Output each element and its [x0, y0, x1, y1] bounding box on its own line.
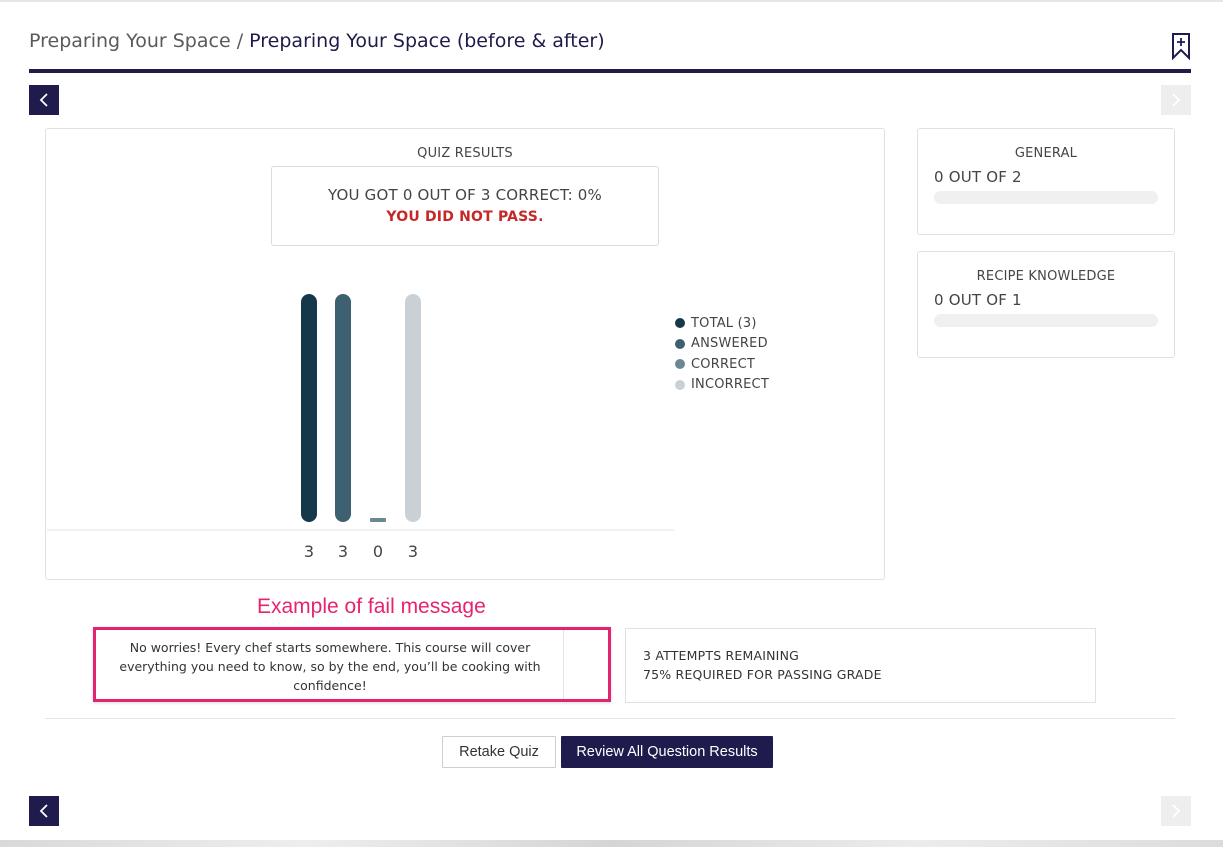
legend-item: CORRECT	[675, 354, 769, 375]
fail-message-box: No worries! Every chef starts somewhere.…	[93, 627, 611, 702]
breadcrumb-separator: /	[236, 30, 244, 52]
score-text: YOU GOT 0 OUT OF 3 CORRECT: 0%	[327, 186, 602, 204]
attempts-info-box: 3 ATTEMPTS REMAINING 75% REQUIRED FOR PA…	[625, 628, 1096, 703]
previous-page-button-bottom[interactable]	[29, 796, 59, 826]
category-card-recipe-knowledge: RECIPE KNOWLEDGE 0 OUT OF 1	[917, 251, 1175, 358]
legend-dot	[675, 318, 685, 329]
chart-bar	[335, 294, 351, 522]
legend-label: CORRECT	[691, 356, 756, 372]
footer-background	[0, 840, 1223, 847]
chart-bar	[301, 294, 317, 522]
review-results-button[interactable]: Review All Question Results	[561, 736, 773, 768]
quiz-results-card: QUIZ RESULTS YOU GOT 0 OUT OF 3 CORRECT:…	[45, 128, 885, 580]
quiz-results-title: QUIZ RESULTS	[417, 146, 513, 161]
legend-dot	[675, 338, 685, 349]
message-divider	[563, 630, 564, 699]
attempts-remaining-text: 3 ATTEMPTS REMAINING	[643, 648, 800, 663]
chart-bar	[405, 294, 421, 522]
category-score: 0 OUT OF 2	[934, 168, 1022, 186]
chart-tick-label: 0	[373, 542, 383, 561]
breadcrumb: Preparing Your Space / Preparing Your Sp…	[29, 28, 605, 54]
legend-label: INCORRECT	[691, 377, 769, 393]
legend-item: INCORRECT	[675, 375, 769, 396]
category-title: GENERAL	[1014, 146, 1078, 161]
chevron-right-icon	[1172, 804, 1181, 818]
legend-item: TOTAL (3)	[675, 313, 769, 334]
chart-tick-label: 3	[304, 542, 314, 561]
chart-bar	[370, 518, 386, 522]
score-summary-box: YOU GOT 0 OUT OF 3 CORRECT: 0% YOU DID N…	[271, 166, 659, 246]
passing-grade-text: 75% REQUIRED FOR PASSING GRADE	[643, 667, 882, 682]
breadcrumb-parent[interactable]: Preparing Your Space	[29, 30, 231, 52]
legend-dot	[675, 379, 685, 390]
quiz-results-chart: 3 3 0 3	[47, 294, 674, 561]
top-border	[0, 0, 1223, 2]
chevron-left-icon	[39, 93, 48, 107]
next-page-button[interactable]	[1161, 85, 1191, 115]
page-header: Preparing Your Space / Preparing Your Sp…	[29, 28, 1191, 72]
chart-tick-label: 3	[338, 542, 348, 561]
next-page-button-bottom[interactable]	[1161, 796, 1191, 826]
annotation-label: Example of fail message	[257, 595, 486, 618]
legend-item: ANSWERED	[675, 334, 769, 355]
chevron-left-icon	[39, 804, 48, 818]
retake-quiz-button[interactable]: Retake Quiz	[442, 736, 556, 768]
legend-dot	[675, 359, 685, 370]
chart-legend: TOTAL (3) ANSWERED CORRECT INCORRECT	[675, 313, 769, 395]
chevron-right-icon	[1172, 93, 1181, 107]
breadcrumb-current: Preparing Your Space (before & after)	[249, 30, 605, 52]
fail-message-text: No worries! Every chef starts somewhere.…	[119, 640, 541, 693]
category-title: RECIPE KNOWLEDGE	[976, 269, 1116, 284]
category-progress-bar	[934, 191, 1158, 204]
fail-status-text: YOU DID NOT PASS.	[386, 209, 544, 225]
section-divider	[45, 718, 1175, 719]
header-divider	[29, 69, 1191, 73]
category-card-general: GENERAL 0 OUT OF 2	[917, 128, 1175, 235]
category-progress-bar	[934, 314, 1158, 327]
previous-page-button[interactable]	[29, 85, 59, 115]
legend-label: ANSWERED	[691, 336, 768, 352]
chart-tick-label: 3	[408, 542, 418, 561]
bookmark-plus-icon[interactable]	[1171, 32, 1191, 61]
category-score: 0 OUT OF 1	[934, 291, 1022, 309]
legend-label: TOTAL (3)	[691, 315, 757, 331]
